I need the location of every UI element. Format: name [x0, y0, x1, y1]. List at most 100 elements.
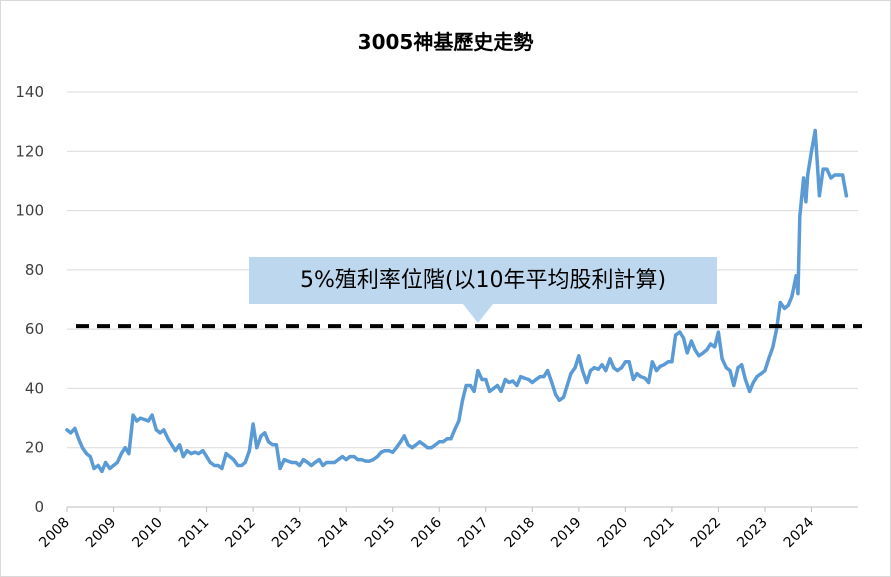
data-point [453, 428, 457, 432]
data-point [697, 354, 701, 358]
data-point [836, 173, 841, 177]
data-point [635, 372, 639, 376]
data-point [449, 437, 453, 441]
data-point [340, 455, 345, 459]
data-point [530, 380, 534, 385]
data-point [527, 377, 531, 382]
data-point [383, 449, 387, 453]
data-point [437, 440, 441, 444]
data-point [554, 392, 558, 396]
data-point [759, 372, 763, 376]
data-point [166, 437, 170, 441]
data-point [705, 348, 709, 352]
data-point [193, 450, 197, 454]
data-point [767, 357, 771, 361]
data-point [577, 354, 581, 358]
data-point [135, 419, 139, 423]
y-tick-label: 120 [15, 142, 44, 160]
data-point [80, 446, 84, 450]
data-point [480, 377, 484, 382]
y-tick-label: 20 [25, 439, 44, 457]
data-point [615, 369, 620, 373]
data-point [329, 460, 333, 465]
data-point [143, 418, 147, 422]
data-point [170, 443, 174, 447]
data-point [422, 443, 426, 447]
data-point [317, 458, 321, 462]
data-point [111, 463, 116, 468]
data-point [367, 459, 371, 463]
data-point [115, 460, 119, 465]
data-point [623, 360, 628, 364]
data-point [247, 449, 251, 453]
data-point [565, 383, 569, 388]
annotation-callout [249, 257, 717, 304]
data-point [406, 443, 410, 447]
data-point [379, 450, 383, 454]
data-point [301, 458, 305, 462]
data-point [720, 357, 724, 361]
data-point [580, 369, 585, 373]
data-point [69, 431, 73, 435]
data-point [228, 455, 232, 459]
data-point [433, 443, 438, 447]
y-tick-label: 0 [34, 498, 44, 516]
data-point [804, 200, 808, 204]
x-axis-ticks: 2008 2009 2010 2011 2012 2013 2014 2015 2016 2017… [36, 514, 817, 551]
data-point [100, 469, 104, 473]
data-point [639, 375, 643, 379]
data-point [418, 440, 422, 444]
data-point [212, 463, 217, 468]
data-point [786, 303, 790, 307]
data-point [224, 452, 228, 456]
data-point [181, 455, 185, 459]
data-point [208, 460, 212, 465]
data-point [693, 348, 697, 352]
x-tick-label: 2012 [222, 515, 259, 552]
data-point [189, 452, 193, 456]
data-point [588, 369, 593, 373]
data-point [813, 128, 817, 133]
data-point [464, 383, 468, 388]
data-point [243, 460, 247, 465]
data-point [325, 460, 329, 465]
data-point [484, 377, 488, 382]
data-point [402, 434, 406, 438]
data-point [65, 428, 69, 432]
data-point [604, 369, 608, 373]
data-point [394, 446, 398, 450]
data-point [833, 173, 837, 177]
data-point [298, 463, 302, 468]
data-point [681, 336, 686, 340]
data-point [647, 380, 651, 385]
data-point [410, 446, 414, 450]
data-point [359, 458, 364, 462]
data-point [511, 379, 515, 383]
data-point [631, 377, 635, 382]
x-tick-label: 2021 [641, 515, 678, 552]
data-point [266, 440, 271, 444]
data-point [748, 389, 752, 393]
data-point [88, 455, 92, 459]
data-point [251, 422, 255, 426]
data-point [825, 167, 829, 171]
data-point [104, 460, 108, 465]
y-tick-label: 80 [25, 261, 44, 279]
series-group [65, 128, 849, 474]
data-point [798, 214, 802, 219]
data-point [185, 449, 189, 453]
data-point [239, 463, 244, 468]
data-point [763, 369, 767, 373]
data-point [426, 446, 430, 450]
data-point [162, 428, 166, 432]
x-tick-label: 2023 [734, 515, 771, 552]
x-tick-label: 2019 [548, 515, 585, 552]
data-point [561, 395, 566, 399]
grid-lines [67, 91, 858, 449]
data-point [515, 383, 519, 388]
data-point [429, 446, 433, 450]
data-point [282, 458, 286, 462]
data-point [127, 452, 131, 456]
data-point [271, 443, 275, 447]
data-point [332, 460, 337, 465]
